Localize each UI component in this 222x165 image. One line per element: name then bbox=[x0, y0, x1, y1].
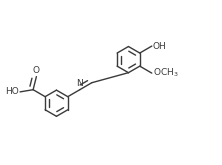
Text: O: O bbox=[33, 66, 40, 75]
Text: OH: OH bbox=[153, 42, 167, 50]
Text: HO: HO bbox=[5, 87, 19, 96]
Text: N: N bbox=[76, 79, 83, 87]
Text: OCH$_3$: OCH$_3$ bbox=[153, 67, 178, 79]
